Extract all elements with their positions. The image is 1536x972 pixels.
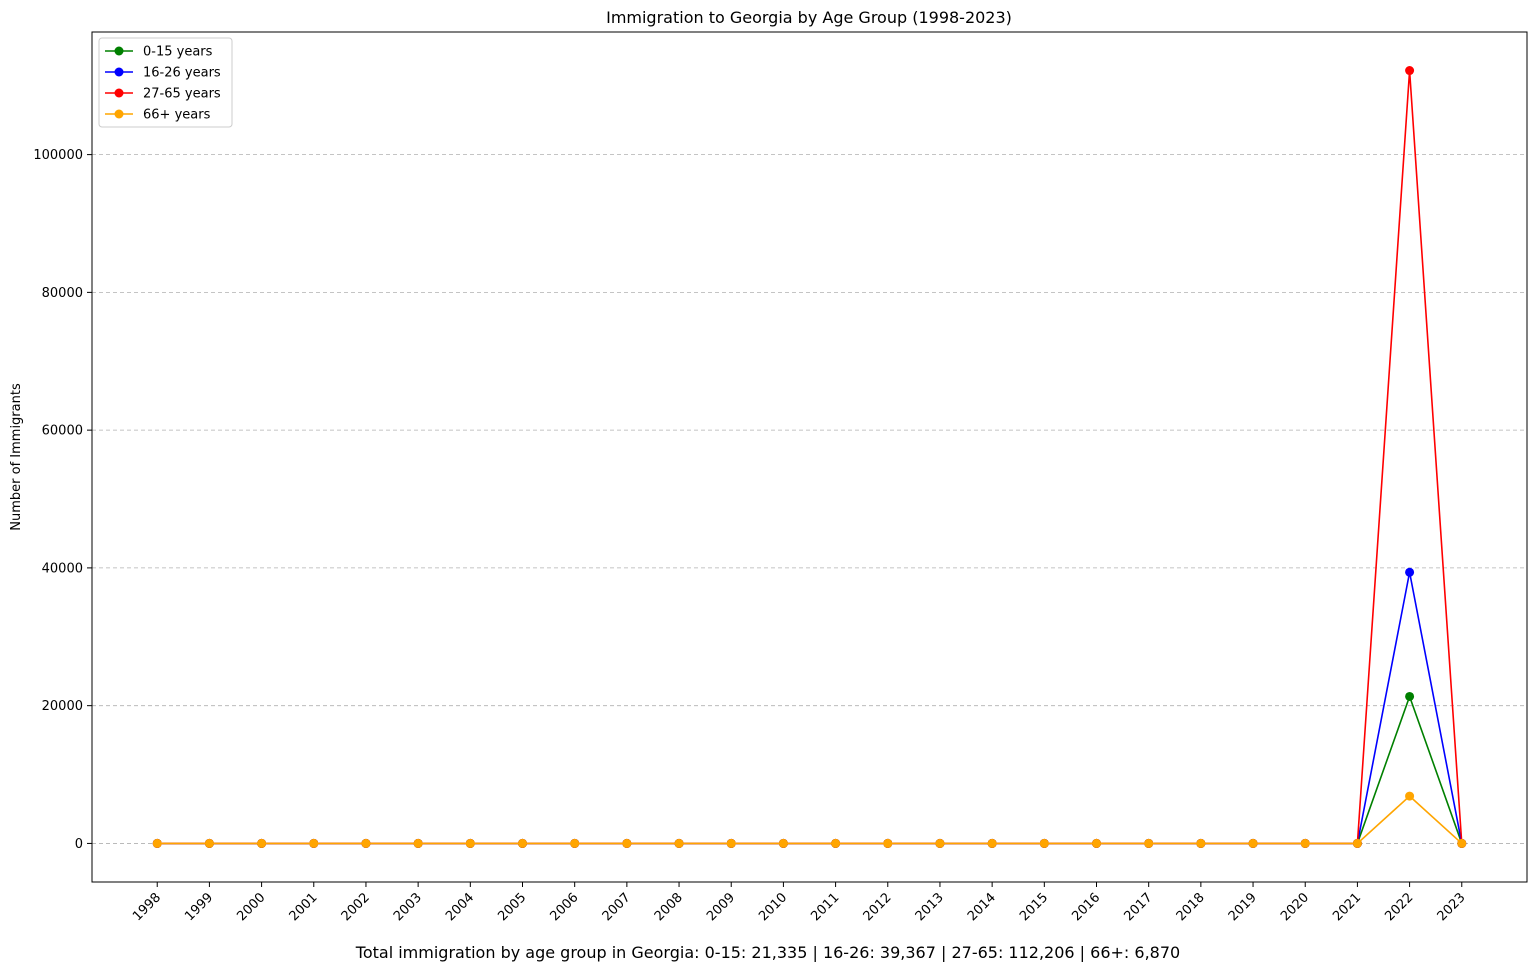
data-point — [1144, 838, 1154, 848]
data-point — [570, 838, 580, 848]
y-tick-label: 80000 — [42, 286, 83, 301]
x-tick-label: 2008 — [652, 890, 686, 924]
legend-item: 27-65 years — [105, 87, 221, 102]
data-point — [1352, 838, 1362, 848]
legend-item: 16-26 years — [105, 66, 221, 81]
legend-label: 16-26 years — [143, 66, 221, 81]
x-axis: 1998 1999 2000 2001 2002 2003 2004 2005 2006 2007… — [130, 882, 1469, 924]
x-tick-label: 2017 — [1122, 890, 1156, 924]
data-point — [674, 838, 684, 848]
data-point — [413, 838, 423, 848]
x-tick-label: 1998 — [130, 890, 164, 924]
data-point — [257, 838, 267, 848]
series-line — [157, 70, 1463, 845]
legend-label: 0-15 years — [143, 45, 213, 60]
series-line — [157, 694, 1463, 845]
x-tick-label: 2003 — [391, 890, 425, 924]
x-tick-label: 2019 — [1226, 890, 1260, 924]
x-tick-label: 2014 — [965, 890, 999, 924]
data-point — [778, 838, 788, 848]
x-tick-label: 2012 — [861, 890, 895, 924]
legend-swatch-marker — [114, 109, 124, 119]
x-tick-label: 2022 — [1382, 890, 1416, 924]
x-tick-label: 2006 — [548, 890, 582, 924]
legend-box — [98, 37, 233, 128]
legend-swatch-marker — [114, 67, 124, 77]
x-tick-label: 1999 — [182, 890, 216, 924]
data-point — [1457, 838, 1467, 848]
data-point — [465, 838, 475, 848]
data-point — [935, 838, 945, 848]
x-tick-label: 2013 — [913, 890, 947, 924]
data-point — [1039, 838, 1049, 848]
x-tick-label: 2018 — [1174, 890, 1208, 924]
data-point — [883, 838, 893, 848]
series-66-years — [152, 791, 1467, 848]
x-tick-label: 2001 — [287, 890, 321, 924]
data-point — [204, 838, 214, 848]
y-axis-label: Number of Immigrants — [9, 383, 24, 531]
x-tick-label: 2011 — [808, 890, 842, 924]
series-line — [157, 795, 1463, 845]
series-16-26-years — [152, 567, 1467, 848]
data-point — [309, 838, 319, 848]
data-point — [1300, 838, 1310, 848]
x-tick-label: 2004 — [443, 890, 477, 924]
x-tick-label: 2000 — [234, 890, 268, 924]
series-27-65-years — [152, 66, 1467, 848]
y-tick-label: 20000 — [42, 699, 83, 714]
legend-swatch-marker — [114, 46, 124, 56]
y-tick-label: 40000 — [42, 561, 83, 576]
legend-label: 66+ years — [143, 108, 211, 123]
data-point — [622, 838, 632, 848]
x-tick-label: 2016 — [1069, 890, 1103, 924]
chart-title: Immigration to Georgia by Age Group (199… — [606, 8, 1012, 27]
x-tick-label: 2010 — [756, 890, 790, 924]
gridlines — [92, 154, 1527, 844]
legend-item: 0-15 years — [105, 45, 213, 60]
data-point — [1405, 691, 1415, 701]
data-point — [726, 838, 736, 848]
data-point — [1405, 567, 1415, 577]
footer-summary: Total immigration by age group in Georgi… — [355, 943, 1180, 962]
x-tick-label: 2005 — [495, 890, 529, 924]
y-axis: 0 20000 40000 60000 80000 100000 — [33, 148, 92, 852]
x-tick-label: 2015 — [1017, 890, 1051, 924]
legend: 0-15 years 16-26 years 27-65 years 66+ year… — [98, 37, 233, 128]
x-tick-label: 2023 — [1435, 890, 1469, 924]
data-point — [1092, 838, 1101, 848]
x-tick-label: 2007 — [600, 890, 634, 924]
x-tick-label: 2002 — [339, 890, 373, 924]
y-tick-label: 100000 — [33, 148, 83, 163]
series-layer — [152, 66, 1467, 848]
legend-item: 66+ years — [105, 108, 211, 123]
series-line — [157, 572, 1463, 845]
legend-swatch-marker — [114, 88, 124, 98]
data-point — [987, 838, 997, 848]
x-tick-label: 2009 — [704, 890, 738, 924]
data-point — [831, 838, 841, 848]
data-point — [1248, 838, 1258, 848]
data-point — [361, 838, 371, 848]
series-0-15-years — [152, 691, 1467, 848]
y-tick-label: 0 — [75, 837, 83, 852]
y-tick-label: 60000 — [42, 424, 83, 439]
data-point — [518, 838, 527, 848]
data-point — [1196, 838, 1206, 848]
legend-label: 27-65 years — [143, 87, 221, 102]
plot-area-frame — [91, 31, 1528, 883]
data-point — [1405, 791, 1415, 801]
data-point — [152, 838, 162, 848]
x-tick-label: 2021 — [1330, 890, 1364, 924]
data-point — [1405, 66, 1415, 76]
x-tick-label: 2020 — [1278, 890, 1312, 924]
